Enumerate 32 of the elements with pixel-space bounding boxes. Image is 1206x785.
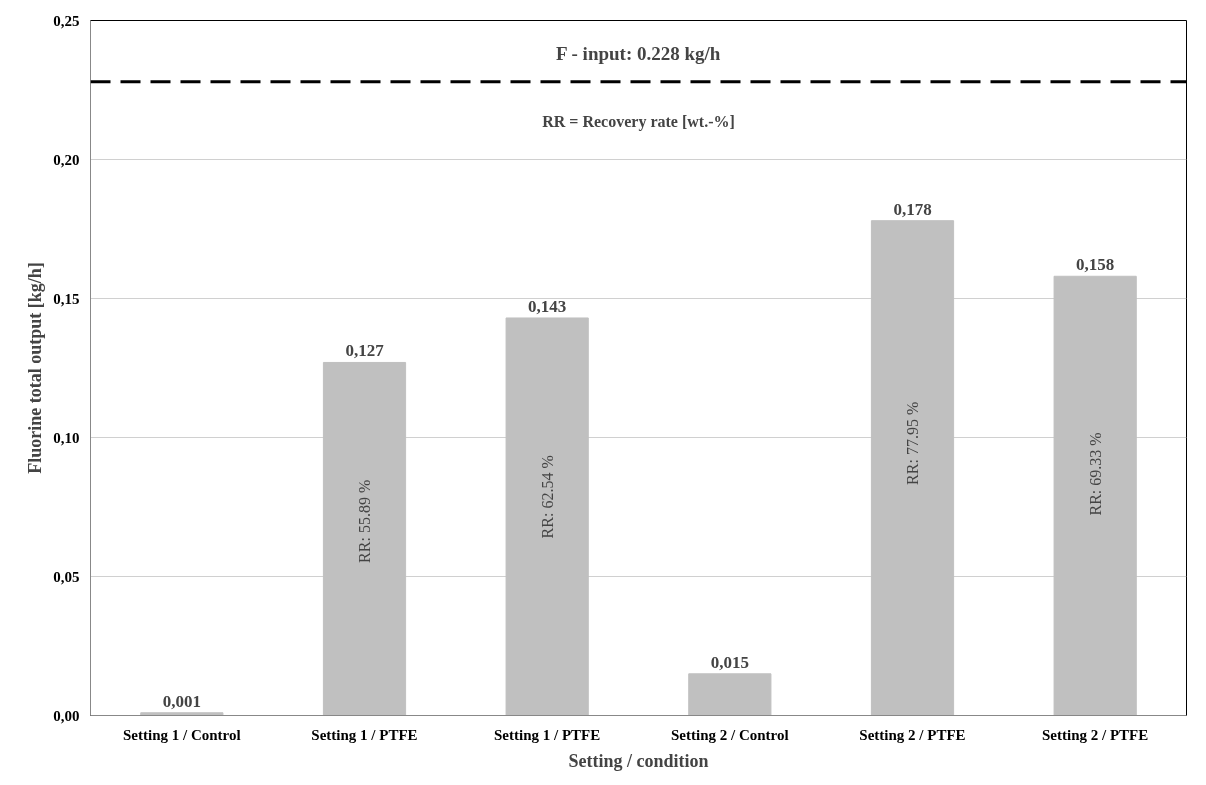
data-label: 0,127 (345, 341, 385, 361)
annotation: RR: 69.33 % (1086, 432, 1104, 516)
annotation: RR: 62.54 % (538, 455, 556, 539)
x-tick-label: Setting 2 / Control (671, 726, 789, 743)
bar (688, 673, 772, 716)
bar (870, 220, 955, 716)
y-tick-label: 0,15 (53, 290, 80, 307)
bar (1053, 275, 1137, 716)
y-axis-title: Fluorine total output [kg/h] (25, 262, 46, 474)
bar (140, 712, 224, 716)
data-label: 0,178 (893, 199, 932, 219)
x-tick-label: Setting 1 / Control (123, 726, 241, 743)
y-tick-label: 0,05 (53, 568, 80, 585)
annotation: RR: 55.89 % (356, 479, 373, 563)
y-tick-label: 0,20 (53, 151, 80, 168)
x-axis-title: Setting / condition (568, 750, 709, 771)
data-label: 0,001 (162, 691, 201, 711)
data-label: 0,143 (528, 296, 567, 316)
annotation: RR: 77.95 % (904, 401, 921, 485)
data-label: 0,015 (710, 652, 749, 672)
x-tick-label: Setting 1 / PTFE (494, 726, 601, 743)
x-tick-label: Setting 2 / PTFE (859, 726, 966, 743)
bar (505, 317, 589, 716)
x-tick-label: Setting 2 / PTFE (1042, 726, 1149, 743)
ref-line-label: F - input: 0.228 kg/h (555, 43, 721, 65)
y-tick-label: 0,25 (53, 12, 80, 29)
y-tick-label: 0,10 (53, 429, 80, 446)
annotation: RR = Recovery rate [wt.-%] (542, 113, 735, 132)
bar (322, 361, 407, 716)
x-tick-label: Setting 1 / PTFE (311, 726, 418, 743)
y-tick-label: 0,00 (53, 707, 80, 724)
data-label: 0,158 (1076, 255, 1115, 275)
